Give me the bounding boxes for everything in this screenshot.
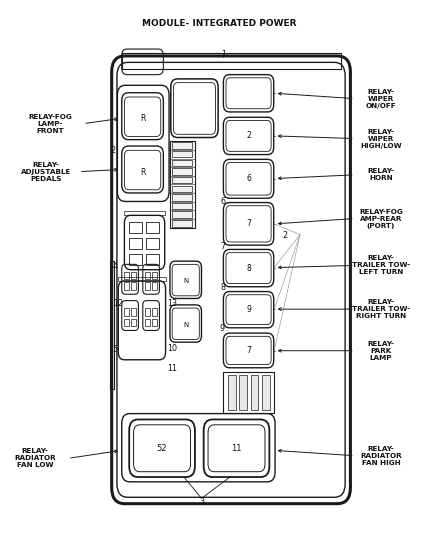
Bar [145, 272, 150, 279]
Text: 1: 1 [221, 50, 226, 59]
Bar [110, 261, 114, 389]
Text: RELAY-
PARK
LAMP: RELAY- PARK LAMP [367, 341, 395, 361]
Bar [172, 220, 192, 227]
Bar [172, 185, 192, 192]
Text: RELAY-
RADIATOR
FAN HIGH: RELAY- RADIATOR FAN HIGH [360, 446, 402, 466]
Text: RELAY-FOG
AMP-REAR
(PORT): RELAY-FOG AMP-REAR (PORT) [359, 208, 403, 229]
Bar [131, 272, 136, 279]
Bar [172, 194, 192, 200]
Text: 9: 9 [220, 325, 225, 333]
Bar [146, 254, 159, 265]
Bar [118, 277, 166, 281]
Text: 8: 8 [246, 264, 251, 272]
Bar [131, 319, 136, 326]
Text: 11: 11 [231, 444, 242, 453]
Text: RELAY-
RADIATOR
FAN LOW: RELAY- RADIATOR FAN LOW [14, 448, 56, 469]
Bar [172, 203, 192, 209]
Text: RELAY-
HORN: RELAY- HORN [367, 168, 395, 181]
Bar [228, 375, 236, 410]
Text: 52: 52 [157, 444, 167, 453]
Text: 5: 5 [112, 345, 117, 353]
Bar [129, 222, 142, 233]
Text: 12: 12 [113, 300, 124, 308]
Text: R: R [140, 168, 145, 177]
Text: 8: 8 [220, 284, 225, 292]
Text: RELAY-
TRAILER TOW-
LEFT TURN: RELAY- TRAILER TOW- LEFT TURN [352, 255, 410, 276]
Bar [124, 272, 129, 279]
Bar [239, 375, 247, 410]
Bar [223, 372, 274, 413]
Text: 2: 2 [282, 231, 287, 240]
Bar [172, 177, 192, 183]
Text: 13: 13 [167, 300, 177, 308]
Bar [129, 254, 142, 265]
Bar [131, 308, 136, 316]
Bar [146, 238, 159, 249]
Text: RELAY-
ADJUSTABLE
PEDALS: RELAY- ADJUSTABLE PEDALS [21, 161, 71, 182]
Text: R: R [140, 114, 145, 123]
Text: 11: 11 [167, 365, 177, 373]
Bar [129, 238, 142, 249]
Bar [145, 282, 150, 290]
Bar [124, 308, 129, 316]
Bar [172, 151, 192, 157]
Text: 9: 9 [246, 305, 251, 314]
Bar [251, 375, 258, 410]
Text: 7: 7 [220, 242, 225, 251]
Text: 6: 6 [246, 174, 251, 183]
Text: 7: 7 [246, 220, 251, 228]
Bar [146, 222, 159, 233]
Text: N: N [183, 322, 188, 328]
Text: 2: 2 [110, 146, 116, 155]
Bar [124, 282, 129, 290]
Text: 3: 3 [199, 497, 204, 505]
Text: 7: 7 [246, 346, 251, 355]
Text: RELAY-
WIPER
ON/OFF: RELAY- WIPER ON/OFF [366, 88, 396, 109]
Bar [172, 160, 192, 166]
Bar [152, 282, 157, 290]
Bar [152, 319, 157, 326]
Text: N: N [183, 278, 188, 285]
Text: RELAY-
WIPER
HIGH/LOW: RELAY- WIPER HIGH/LOW [360, 128, 402, 149]
Bar [170, 141, 195, 228]
Bar [152, 272, 157, 279]
Bar [172, 168, 192, 175]
Bar [145, 319, 150, 326]
Bar [145, 308, 150, 316]
Text: 2: 2 [246, 132, 251, 140]
Bar [152, 308, 157, 316]
Text: 4: 4 [112, 262, 117, 271]
Bar [262, 375, 270, 410]
Bar [131, 282, 136, 290]
Text: 6: 6 [220, 197, 225, 206]
Bar [124, 211, 165, 215]
Bar [124, 319, 129, 326]
Bar [172, 212, 192, 218]
Bar [122, 53, 341, 69]
Text: 10: 10 [167, 344, 177, 353]
Text: RELAY-FOG
LAMP-
FRONT: RELAY-FOG LAMP- FRONT [28, 114, 72, 134]
Text: MODULE- INTEGRATED POWER: MODULE- INTEGRATED POWER [142, 19, 296, 28]
Bar [172, 142, 192, 149]
Text: RELAY-
TRAILER TOW-
RIGHT TURN: RELAY- TRAILER TOW- RIGHT TURN [352, 299, 410, 319]
